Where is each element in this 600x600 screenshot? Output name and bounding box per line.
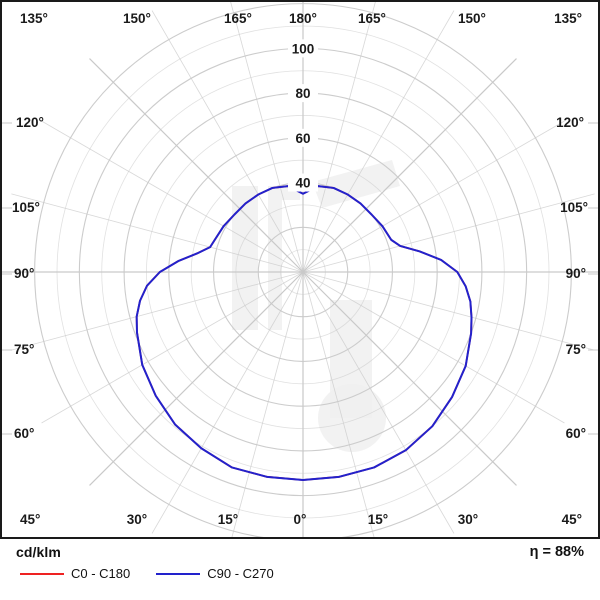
angle-label-left-0: 120° bbox=[16, 115, 44, 130]
legend-label-c0-c180: C0 - C180 bbox=[71, 566, 131, 581]
watermark bbox=[232, 160, 400, 452]
angle-label-top-5: 150° bbox=[458, 11, 486, 26]
radial-label-backdrop bbox=[288, 84, 318, 103]
angle-label-bottom-4: 15° bbox=[368, 512, 388, 527]
angle-label-bottom-6: 45° bbox=[562, 512, 582, 527]
radial-label-backdrop bbox=[288, 39, 318, 58]
angle-label-left-3: 75° bbox=[14, 342, 34, 357]
angle-label-left-1: 105° bbox=[12, 200, 40, 215]
angle-label-top-0: 135° bbox=[20, 11, 48, 26]
legend-entries: C0 - C180 C90 - C270 bbox=[20, 566, 300, 581]
radial-tick-label-60: 60 bbox=[295, 131, 310, 146]
radial-tick-label-100: 100 bbox=[292, 41, 315, 56]
angle-label-bottom-5: 30° bbox=[458, 512, 478, 527]
radial-label-backdrop bbox=[288, 128, 318, 147]
legend-swatch-c0-c180 bbox=[20, 572, 64, 575]
polar-chart-svg: 40 60 80 100 135° 150° 165° 180° 165° 150° 135° 45… bbox=[0, 0, 600, 540]
radial-tick-label-80: 80 bbox=[295, 86, 310, 101]
angle-label-bottom-3: 0° bbox=[294, 512, 307, 527]
angle-label-right-1: 105° bbox=[560, 200, 588, 215]
chart-legend: cd/klm η = 88% C0 - C180 C90 - C270 bbox=[0, 540, 600, 600]
angle-label-right-2: 90° bbox=[566, 266, 586, 281]
angle-label-top-1: 150° bbox=[123, 11, 151, 26]
angle-label-bottom-0: 45° bbox=[20, 512, 40, 527]
radial-tick-label-40: 40 bbox=[295, 176, 310, 191]
angle-label-left-2: 90° bbox=[14, 266, 34, 281]
angle-label-bottom-2: 15° bbox=[218, 512, 238, 527]
curve-c90-c270 bbox=[135, 185, 473, 481]
angle-label-left-4: 60° bbox=[14, 426, 34, 441]
radial-tick-labels: 40 60 80 100 bbox=[288, 39, 318, 192]
angle-label-top-2: 165° bbox=[224, 11, 252, 26]
distribution-curves bbox=[135, 185, 473, 481]
chart-border bbox=[0, 0, 600, 539]
angle-label-top-4: 165° bbox=[358, 11, 386, 26]
polar-grid bbox=[2, 2, 598, 538]
angle-label-top-3: 180° bbox=[289, 11, 317, 26]
efficiency-label: η = 88% bbox=[529, 544, 584, 560]
legend-item-c0-c180[interactable]: C0 - C180 bbox=[20, 566, 130, 581]
angle-label-right-3: 75° bbox=[566, 342, 586, 357]
polar-chart-area: 40 60 80 100 135° 150° 165° 180° 165° 150° 135° 45… bbox=[0, 0, 600, 540]
unit-label: cd/klm bbox=[16, 544, 61, 560]
angle-label-right-4: 60° bbox=[566, 426, 586, 441]
legend-swatch-c90-c270 bbox=[156, 572, 201, 575]
angle-label-top-6: 135° bbox=[554, 11, 582, 26]
angular-tick-labels: 135° 150° 165° 180° 165° 150° 135° 45° 30° 15° 0° 1… bbox=[2, 11, 598, 527]
legend-item-c90-c270[interactable]: C90 - C270 bbox=[156, 566, 274, 581]
angle-label-right-0: 120° bbox=[556, 115, 584, 130]
angle-label-bottom-1: 30° bbox=[127, 512, 147, 527]
legend-label-c90-c270: C90 - C270 bbox=[207, 566, 274, 581]
radial-label-backdrop bbox=[288, 173, 318, 192]
